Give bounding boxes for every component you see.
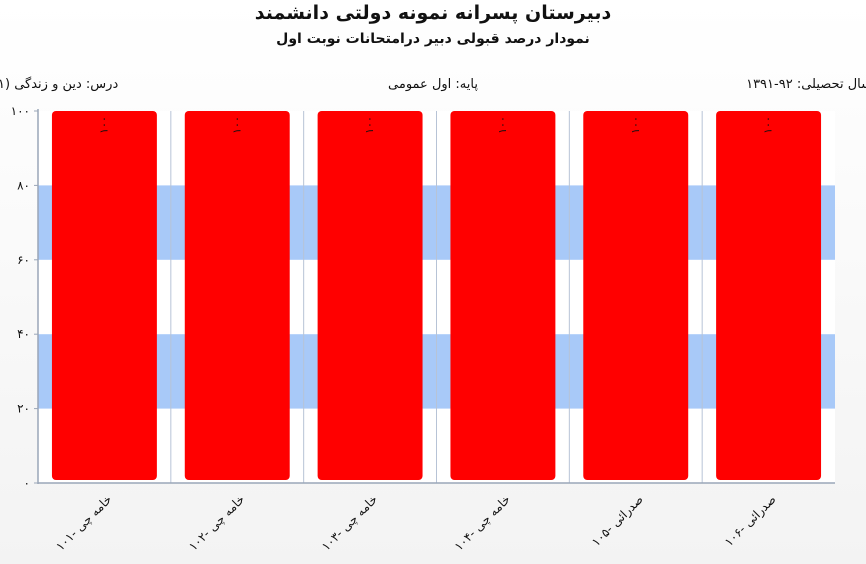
- y-tick-label: ۸۰: [17, 178, 30, 192]
- grade-label: پایه: اول عمومی: [388, 77, 478, 92]
- x-tick-label: خامه چی -۱۰۳: [319, 492, 380, 553]
- bar-value-label: ۱۰۰: [762, 116, 775, 134]
- school-year-label: سال تحصیلی: ۹۲-۱۳۹۱: [746, 77, 866, 92]
- y-tick-label: ۰: [24, 476, 30, 490]
- bar-value-label: ۱۰۰: [629, 116, 642, 134]
- bar-value-label: ۱۰۰: [97, 116, 110, 134]
- y-tick-label: ۲۰: [17, 402, 30, 416]
- course-label: درس: دین و زندگی (۱: [0, 77, 119, 92]
- chart-title: دبیرستان پسرانه نمونه دولتی دانشمند: [254, 2, 612, 24]
- x-tick-label: صدرائی -۱۰۵: [589, 492, 647, 550]
- bar: [317, 111, 423, 480]
- bar-value-label: ۱۰۰: [230, 116, 243, 134]
- bar: [450, 111, 556, 480]
- x-tick-label: خامه چی -۱۰۴: [452, 492, 513, 553]
- bar-value-label: ۱۰۰: [496, 116, 509, 134]
- y-tick-label: ۱۰۰: [11, 104, 30, 118]
- x-tick-label: خامه چی -۱۰۱: [53, 492, 114, 553]
- x-tick-label: صدرائی -۱۰۶: [722, 492, 780, 550]
- chart-subtitle: نمودار درصد قبولی دبیر درامتحانات نوبت ا…: [276, 31, 590, 47]
- y-tick-label: ۴۰: [17, 327, 30, 341]
- x-tick-label: خامه چی -۱۰۲: [186, 492, 247, 553]
- bar: [716, 111, 822, 480]
- bar: [51, 111, 157, 480]
- bar: [184, 111, 290, 480]
- bar-value-label: ۱۰۰: [363, 116, 376, 134]
- y-tick-label: ۶۰: [17, 253, 30, 267]
- bar: [583, 111, 689, 480]
